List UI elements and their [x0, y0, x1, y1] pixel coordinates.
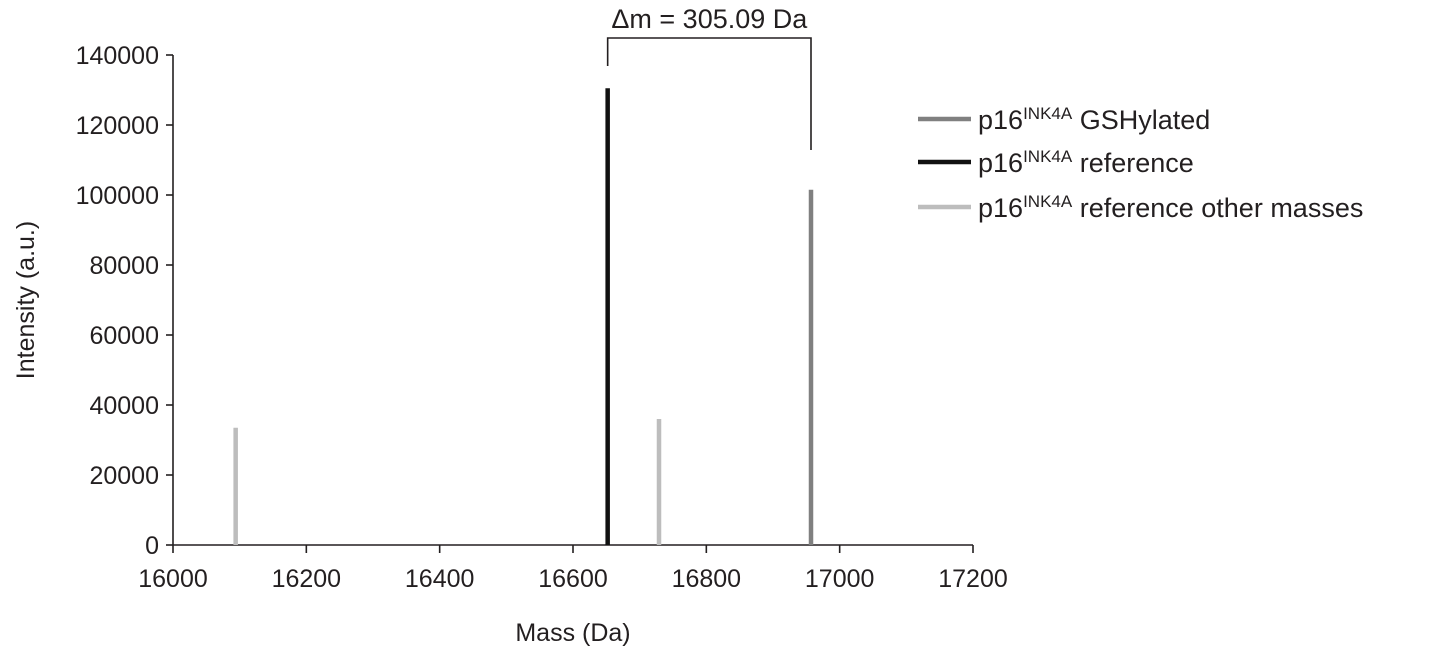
legend-entry-superscript: INK4A — [1023, 147, 1073, 166]
x-tick-label: 17000 — [805, 565, 875, 593]
chart-marks — [233, 88, 814, 545]
legend-entry-suffix: reference other masses — [1072, 193, 1363, 223]
legend-entry-prefix: p16 — [978, 105, 1023, 135]
legend-entry-suffix: reference — [1072, 148, 1194, 178]
x-tick-label: 16800 — [672, 565, 742, 593]
y-axis-title: Intensity (a.u.) — [12, 221, 40, 379]
y-tick-label: 0 — [145, 532, 159, 560]
legend-entry-superscript: INK4A — [1023, 192, 1073, 211]
legend-entry-prefix: p16 — [978, 148, 1023, 178]
y-tick-label: 80000 — [89, 252, 159, 280]
mass-difference-label: Δm = 305.09 Da — [611, 4, 808, 34]
x-axis-title: Mass (Da) — [515, 619, 630, 647]
y-tick-label: 120000 — [76, 112, 159, 140]
legend-entry-superscript: INK4A — [1023, 104, 1073, 123]
mass-difference-bracket — [606, 37, 812, 150]
legend-entry-suffix: GSHylated — [1072, 105, 1210, 135]
y-tick-label: 140000 — [76, 42, 159, 70]
y-tick-label: 40000 — [89, 392, 159, 420]
y-tick-label: 100000 — [76, 182, 159, 210]
x-tick-label: 16400 — [405, 565, 475, 593]
axes: 0 20000 40000 60000 80000 100000 120000 140000 1… — [12, 42, 1008, 647]
legend-entry-prefix: p16 — [978, 193, 1023, 223]
x-tick-label: 16200 — [272, 565, 342, 593]
x-tick-label: 17200 — [938, 565, 1008, 593]
legend-entry: p16INK4A reference — [978, 147, 1194, 178]
mass-difference-annotation: Δm = 305.09 Da — [606, 4, 812, 150]
legend-entry: p16INK4A reference other masses — [978, 192, 1363, 223]
y-tick-label: 60000 — [89, 322, 159, 350]
x-tick-label: 16600 — [538, 565, 608, 593]
y-tick-label: 20000 — [89, 462, 159, 490]
x-tick-label: 16000 — [138, 565, 208, 593]
legend-entry: p16INK4A GSHylated — [978, 104, 1210, 135]
